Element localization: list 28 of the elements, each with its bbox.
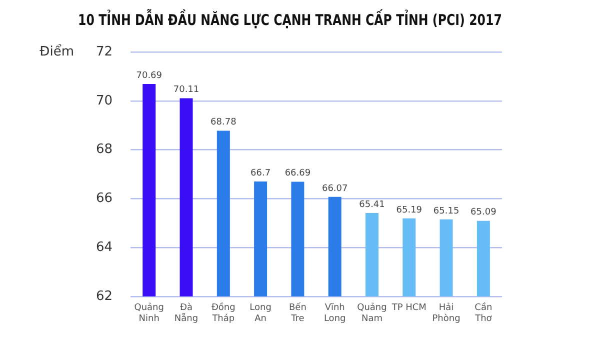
data-label: 65.09 [470, 208, 497, 218]
y-tick-label: 68 [96, 142, 113, 158]
y-axis-title: Điểm [40, 43, 74, 60]
x-tick-label: Đồng Tháp [211, 302, 236, 324]
x-tick-label: Quảng Nam [357, 302, 387, 324]
y-tick-label: 66 [96, 191, 113, 206]
data-label: 65.15 [433, 206, 460, 216]
data-label: 65.19 [396, 205, 422, 216]
data-label: 66.07 [322, 184, 348, 194]
x-tick-label: Hải Phòng [432, 302, 460, 324]
data-label: 70.11 [173, 85, 200, 96]
data-label: 68.78 [210, 118, 237, 128]
y-tick-label: 62 [96, 288, 113, 304]
y-tick-label: 64 [96, 240, 113, 255]
chart-title: 10 TỈNH DẪN ĐẦU NĂNG LỰC CẠNH TRANH CẤP TỈNH (PCI) 2017 [78, 8, 502, 30]
x-tick-label: Đà Nẵng [174, 302, 198, 324]
x-tick-label: Vĩnh Long [324, 303, 346, 324]
x-tick-label: Cần Thơ [474, 302, 492, 324]
data-label: 65.41 [359, 200, 385, 210]
data-label: 70.69 [136, 70, 162, 81]
y-tick-label: 72 [96, 44, 113, 60]
x-tick-label: Long An [250, 303, 272, 324]
x-tick-label: TP HCM [390, 303, 426, 314]
x-tick-label: Bến Tre [288, 302, 306, 324]
data-label: 66.7 [250, 168, 271, 178]
x-tick-label: Quảng Ninh [134, 302, 164, 324]
data-label: 66.69 [284, 168, 311, 179]
y-tick-label: 70 [96, 93, 113, 108]
